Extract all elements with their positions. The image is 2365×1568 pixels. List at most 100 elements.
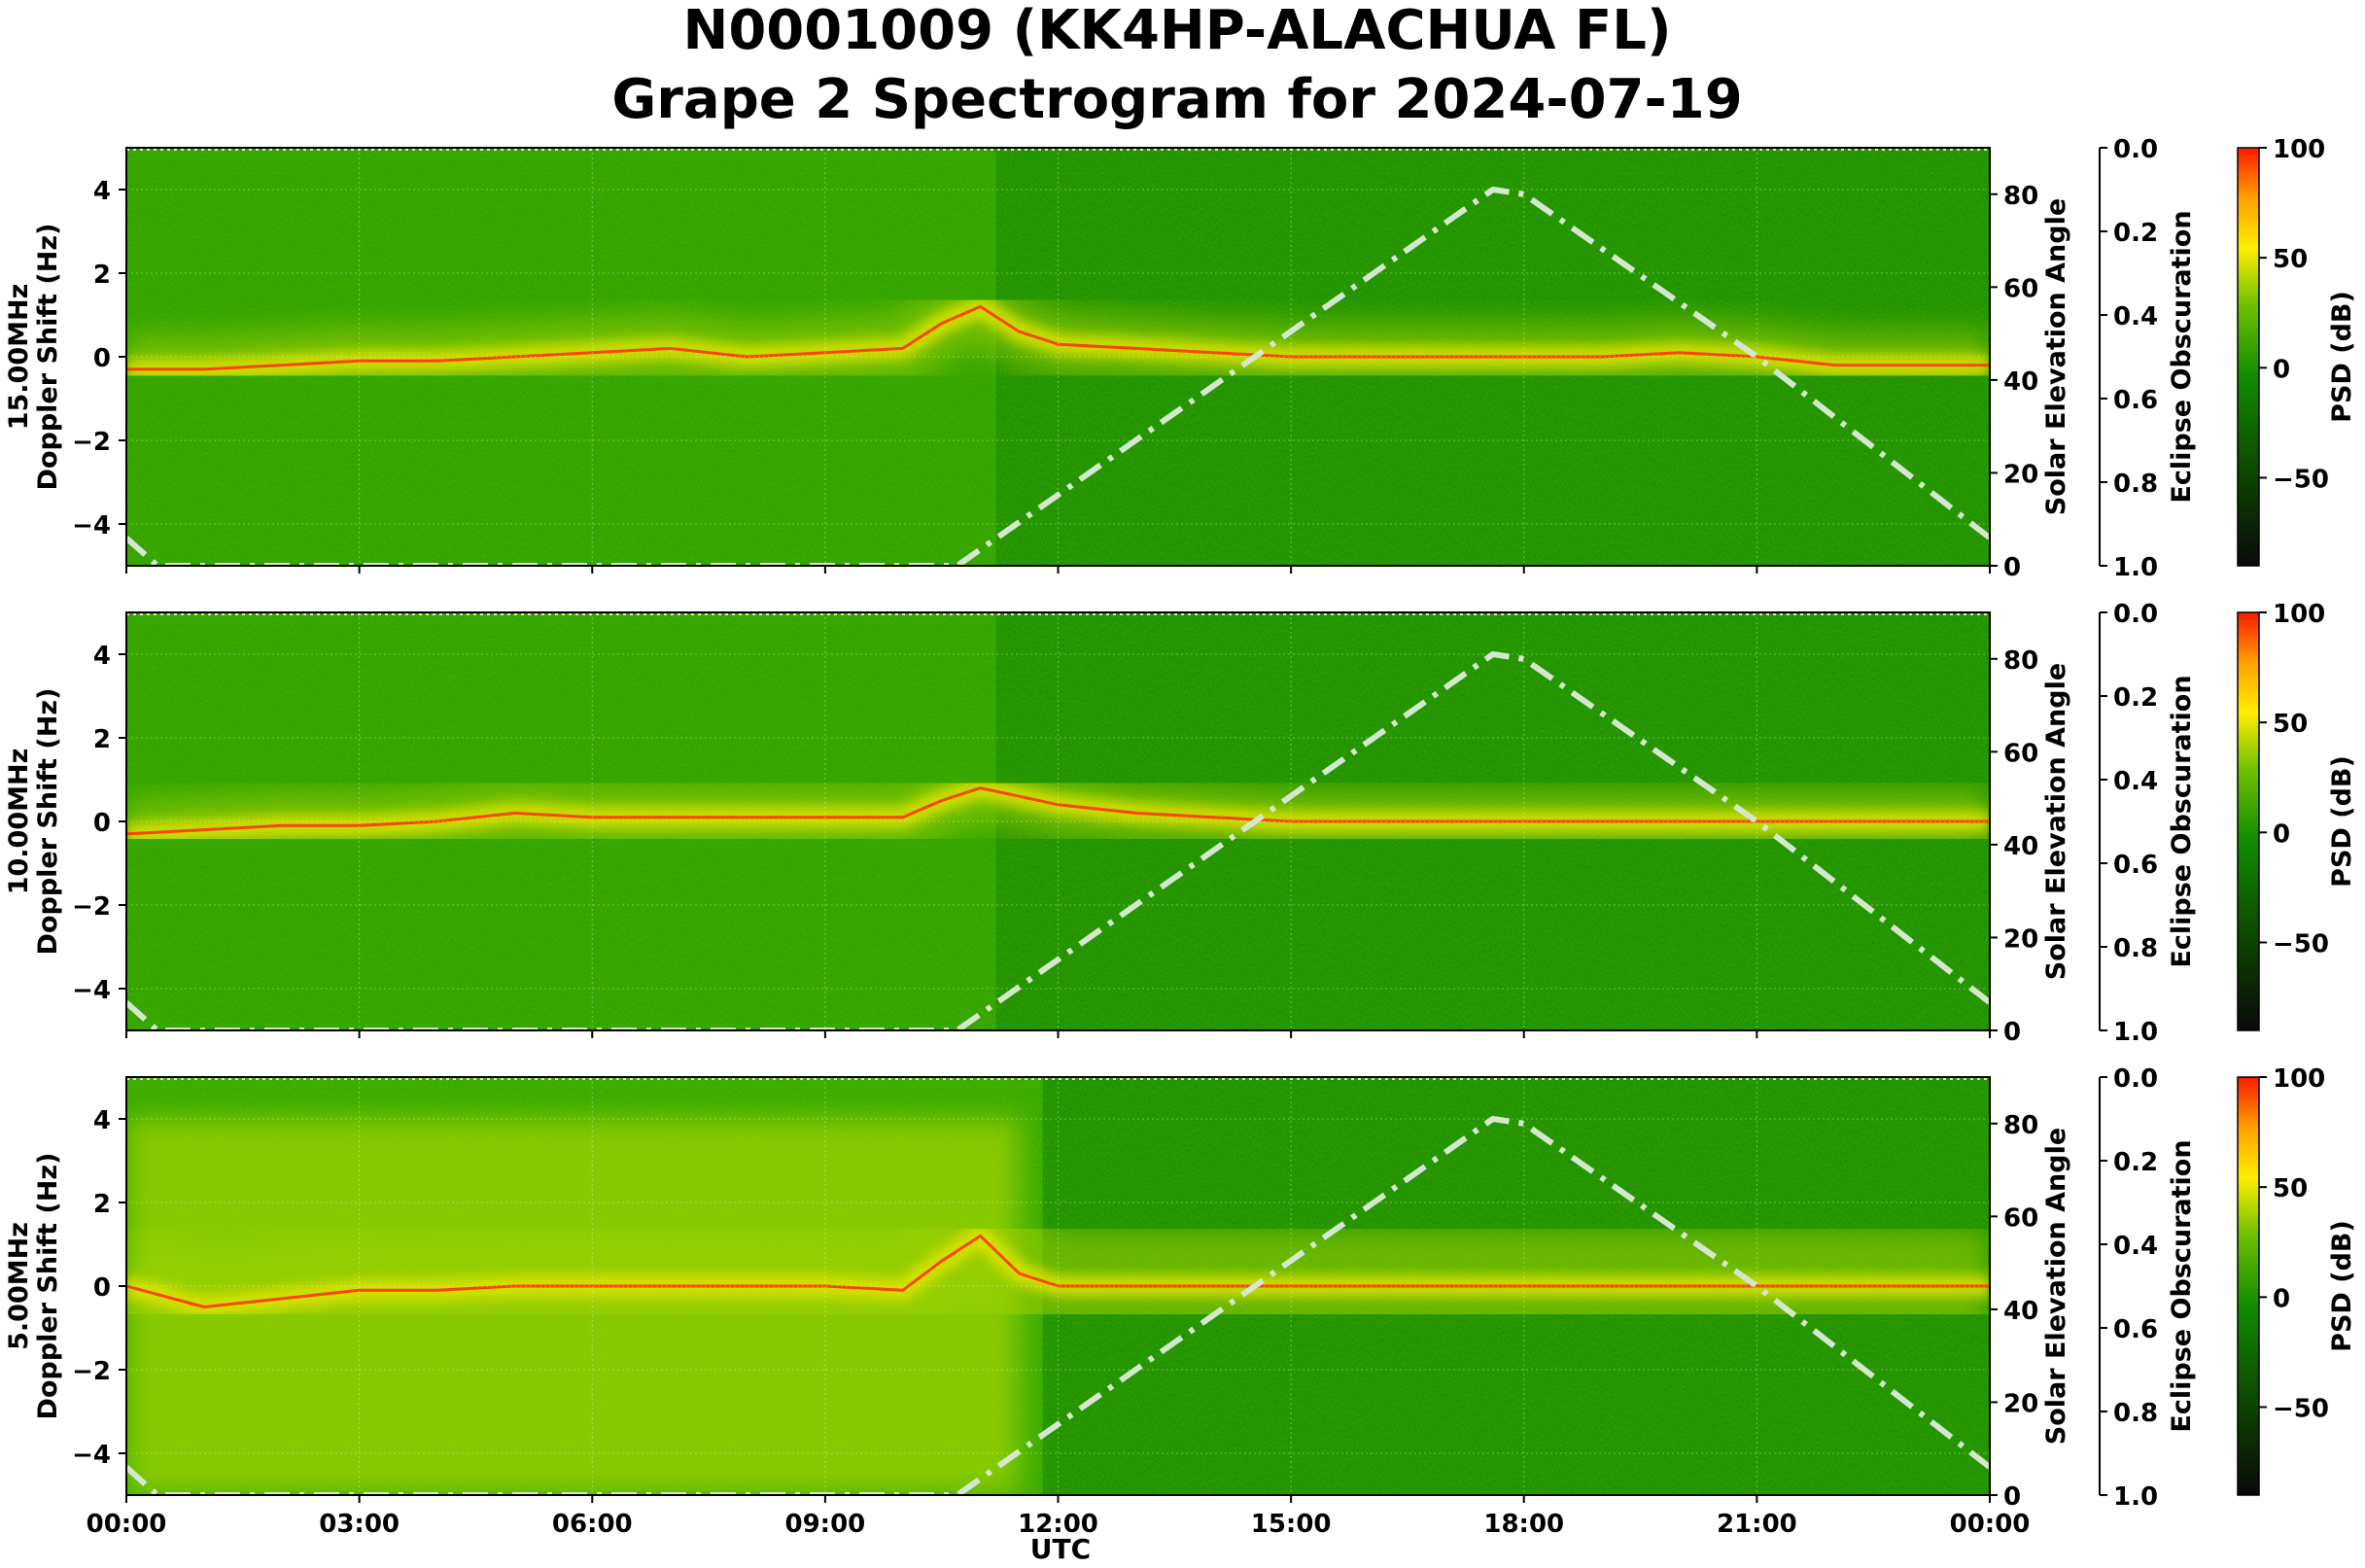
y-axis-label: 10.00MHzDoppler Shift (Hz)	[4, 688, 63, 956]
elevation-axis-label: Solar Elevation Angle	[2041, 1128, 2071, 1445]
colorbar-label: PSD (dB)	[2327, 755, 2357, 888]
x-axis-label: UTC	[1030, 1533, 1091, 1565]
colorbar-tick-label: 100	[2273, 600, 2325, 629]
x-tick-label: 12:00	[1018, 1510, 1098, 1539]
obscuration-tick-label: 0.2	[2113, 219, 2158, 248]
y-tick-label: 2	[93, 725, 111, 754]
chart-title-line2: Grape 2 Spectrogram for 2024-07-19	[611, 68, 1742, 131]
elevation-tick-label: 60	[2003, 739, 2038, 768]
obscuration-tick-label: 0.4	[2113, 302, 2158, 331]
y-tick-label: 2	[93, 261, 111, 290]
elevation-tick-label: 80	[2003, 182, 2038, 211]
obscuration-tick-label: 0.0	[2113, 1064, 2158, 1094]
y-tick-label: −4	[72, 976, 111, 1005]
elevation-tick-label: 0	[2003, 1018, 2021, 1047]
obscuration-tick-label: 0.6	[2113, 1315, 2158, 1344]
spectrogram-panel-2: 420−2−410.00MHzDoppler Shift (Hz)8060402…	[4, 600, 2357, 1047]
x-tick-label: 21:00	[1717, 1510, 1797, 1539]
elevation-axis-label: Solar Elevation Angle	[2041, 663, 2071, 980]
elevation-tick-label: 20	[2003, 924, 2038, 954]
elevation-tick-label: 40	[2003, 832, 2038, 861]
obscuration-axis-label: Eclipse Obscuration	[2167, 675, 2197, 967]
obscuration-tick-label: 1.0	[2113, 1018, 2158, 1047]
colorbar-tick-label: 100	[2273, 1064, 2325, 1094]
obscuration-tick-label: 0.8	[2113, 1399, 2158, 1428]
elevation-tick-label: 60	[2003, 274, 2038, 303]
colorbar-label: PSD (dB)	[2327, 291, 2357, 423]
elevation-axis-label: Solar Elevation Angle	[2041, 198, 2071, 515]
doppler-trace	[126, 786, 1990, 836]
colorbar-tick-label: −50	[2273, 1394, 2329, 1423]
spectrogram-panel-3: 420−2−45.00MHzDoppler Shift (Hz)80604020…	[4, 1064, 2357, 1539]
chart-title-line1: N0001009 (KK4HP-ALACHUA FL)	[682, 0, 1671, 62]
elevation-tick-label: 40	[2003, 1297, 2038, 1326]
y-axis-label: 5.00MHzDoppler Shift (Hz)	[4, 1153, 63, 1420]
y-tick-label: −2	[72, 892, 111, 922]
x-tick-label: 18:00	[1483, 1510, 1564, 1539]
colorbar	[2237, 1076, 2260, 1496]
spectrogram-image	[126, 1077, 1990, 1495]
y-tick-label: 4	[93, 177, 111, 206]
colorbar-tick-label: 50	[2273, 245, 2308, 274]
colorbar	[2237, 147, 2260, 567]
y-tick-label: −2	[72, 428, 111, 457]
y-tick-label: 0	[93, 1273, 111, 1303]
obscuration-tick-label: 0.2	[2113, 1148, 2158, 1177]
y-tick-label: −4	[72, 511, 111, 540]
colorbar-label: PSD (dB)	[2327, 1220, 2357, 1352]
y-tick-label: −2	[72, 1357, 111, 1386]
colorbar-tick-label: 0	[2273, 1284, 2290, 1313]
elevation-tick-label: 80	[2003, 1111, 2038, 1140]
x-tick-label: 03:00	[319, 1510, 400, 1539]
obscuration-tick-label: 0.4	[2113, 767, 2158, 796]
x-tick-label: 09:00	[784, 1510, 865, 1539]
y-tick-label: 4	[93, 1106, 111, 1135]
solar-elevation-curve	[126, 1116, 1990, 1495]
colorbar-tick-label: 100	[2273, 135, 2325, 164]
colorbar-tick-label: −50	[2273, 465, 2329, 494]
spectrogram-image	[126, 148, 1990, 566]
y-tick-label: 4	[93, 642, 111, 671]
spectrogram-panel-1: 420−2−415.00MHzDoppler Shift (Hz)8060402…	[4, 135, 2357, 582]
doppler-label: Doppler Shift (Hz)	[33, 688, 63, 956]
elevation-tick-label: 80	[2003, 646, 2038, 676]
elevation-tick-label: 0	[2003, 1482, 2021, 1512]
doppler-trace	[126, 1234, 1990, 1308]
elevation-tick-label: 0	[2003, 553, 2021, 582]
colorbar-tick-label: 50	[2273, 1174, 2308, 1203]
obscuration-tick-label: 0.2	[2113, 683, 2158, 713]
y-axis-label: 15.00MHzDoppler Shift (Hz)	[4, 224, 63, 491]
x-tick-label: 15:00	[1251, 1510, 1332, 1539]
obscuration-tick-label: 0.0	[2113, 135, 2158, 164]
y-tick-label: −4	[72, 1441, 111, 1470]
colorbar-tick-label: 0	[2273, 355, 2290, 384]
elevation-tick-label: 60	[2003, 1203, 2038, 1233]
doppler-trace	[126, 304, 1990, 371]
colorbar	[2237, 611, 2260, 1031]
spectrogram-image	[126, 612, 1990, 1030]
obscuration-axis-label: Eclipse Obscuration	[2167, 210, 2197, 503]
obscuration-tick-label: 0.8	[2113, 934, 2158, 963]
x-tick-label: 00:00	[1950, 1510, 2031, 1539]
colorbar-tick-label: −50	[2273, 929, 2329, 958]
colorbar-tick-label: 50	[2273, 710, 2308, 739]
elevation-tick-label: 20	[2003, 460, 2038, 489]
solar-elevation-curve	[126, 187, 1990, 566]
frequency-label: 5.00MHz	[4, 1222, 34, 1350]
y-tick-label: 0	[93, 344, 111, 373]
obscuration-tick-label: 0.0	[2113, 600, 2158, 629]
x-tick-label: 00:00	[87, 1510, 167, 1539]
x-tick-label: 06:00	[552, 1510, 633, 1539]
y-tick-label: 0	[93, 809, 111, 838]
obscuration-tick-label: 0.8	[2113, 470, 2158, 499]
obscuration-tick-label: 0.4	[2113, 1232, 2158, 1261]
obscuration-tick-label: 1.0	[2113, 1482, 2158, 1512]
obscuration-axis-label: Eclipse Obscuration	[2167, 1139, 2197, 1432]
elevation-tick-label: 40	[2003, 367, 2038, 397]
solar-elevation-curve	[126, 651, 1990, 1030]
elevation-tick-label: 20	[2003, 1389, 2038, 1418]
frequency-label: 15.00MHz	[4, 284, 34, 431]
obscuration-tick-label: 1.0	[2113, 553, 2158, 582]
frequency-label: 10.00MHz	[4, 749, 34, 895]
